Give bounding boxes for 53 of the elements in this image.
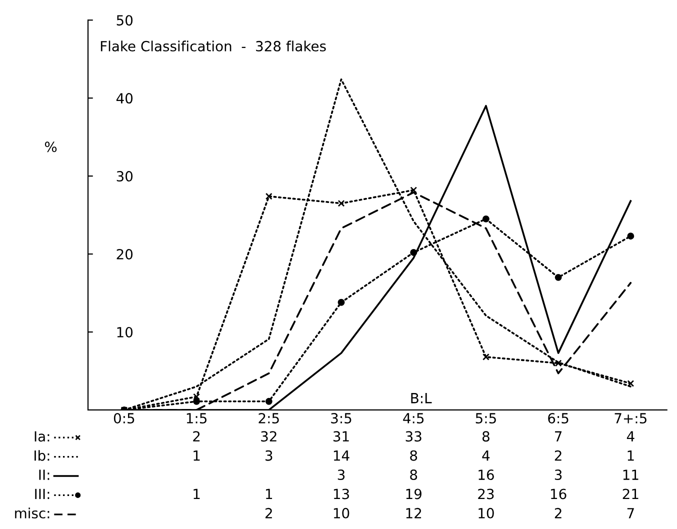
data-label: 31 (333, 431, 349, 442)
x-tick-label: 5:5 (476, 413, 496, 424)
data-label: 4 (626, 431, 634, 442)
x-tick-label: 1:5 (186, 413, 207, 424)
data-label: 16 (478, 470, 494, 480)
data-label: 3 (338, 470, 345, 480)
x-tick-label: 3:5 (331, 413, 352, 424)
data-label: 1 (194, 450, 200, 461)
text: Flake Classification - 328 flakes (100, 40, 326, 52)
data-label: 8 (482, 431, 490, 442)
legend-label: Ib: (34, 450, 50, 461)
data-label: 13 (334, 488, 349, 500)
data-label: 33 (406, 431, 422, 442)
legend-label: III: (35, 488, 50, 500)
data-label: 1 (194, 488, 200, 500)
y-tick-label: 50 (116, 15, 133, 26)
data-label: 3 (554, 470, 562, 480)
data-label: 16 (551, 488, 566, 500)
data-label: 1 (628, 450, 634, 461)
data-label: 14 (334, 450, 350, 461)
x-tick-label: 6:5 (548, 413, 568, 424)
data-label: 8 (410, 470, 418, 480)
data-label: 32 (261, 431, 276, 442)
data-label: 7 (627, 508, 634, 518)
data-label: 2 (193, 431, 200, 442)
data-label: 21 (622, 488, 638, 500)
data-label: 23 (478, 488, 494, 500)
data-label: 2 (554, 508, 562, 518)
data-label: 4 (482, 450, 490, 461)
y-tick-label: 40 (116, 93, 133, 104)
y-tick-label: 10 (117, 326, 133, 338)
data-label: 11 (623, 470, 638, 480)
data-label: 1 (266, 488, 272, 500)
y-tick-label: 30 (116, 171, 133, 182)
x-tick-label: 0:5 (114, 413, 134, 424)
data-label: 19 (406, 488, 422, 500)
legend-label: II: (39, 470, 50, 480)
y-axis-title: % (44, 142, 57, 152)
legend-label: misc: (15, 508, 50, 518)
data-label: 3 (266, 450, 272, 461)
data-label: 2 (554, 450, 562, 461)
data-label: 8 (410, 450, 418, 461)
data-label: 10 (478, 508, 494, 518)
data-label: 12 (406, 508, 422, 518)
x-tick-label: 7+:5 (614, 413, 646, 424)
x-axis-title: B:L (411, 393, 432, 404)
x-tick-label: 4:5 (403, 413, 424, 424)
data-label: 10 (334, 508, 350, 518)
y-tick-label: 20 (116, 248, 133, 260)
legend-label: Ia: (34, 431, 50, 442)
data-label: 7 (555, 431, 562, 442)
data-label: 2 (265, 508, 272, 518)
x-tick-label: 2:5 (258, 413, 279, 424)
